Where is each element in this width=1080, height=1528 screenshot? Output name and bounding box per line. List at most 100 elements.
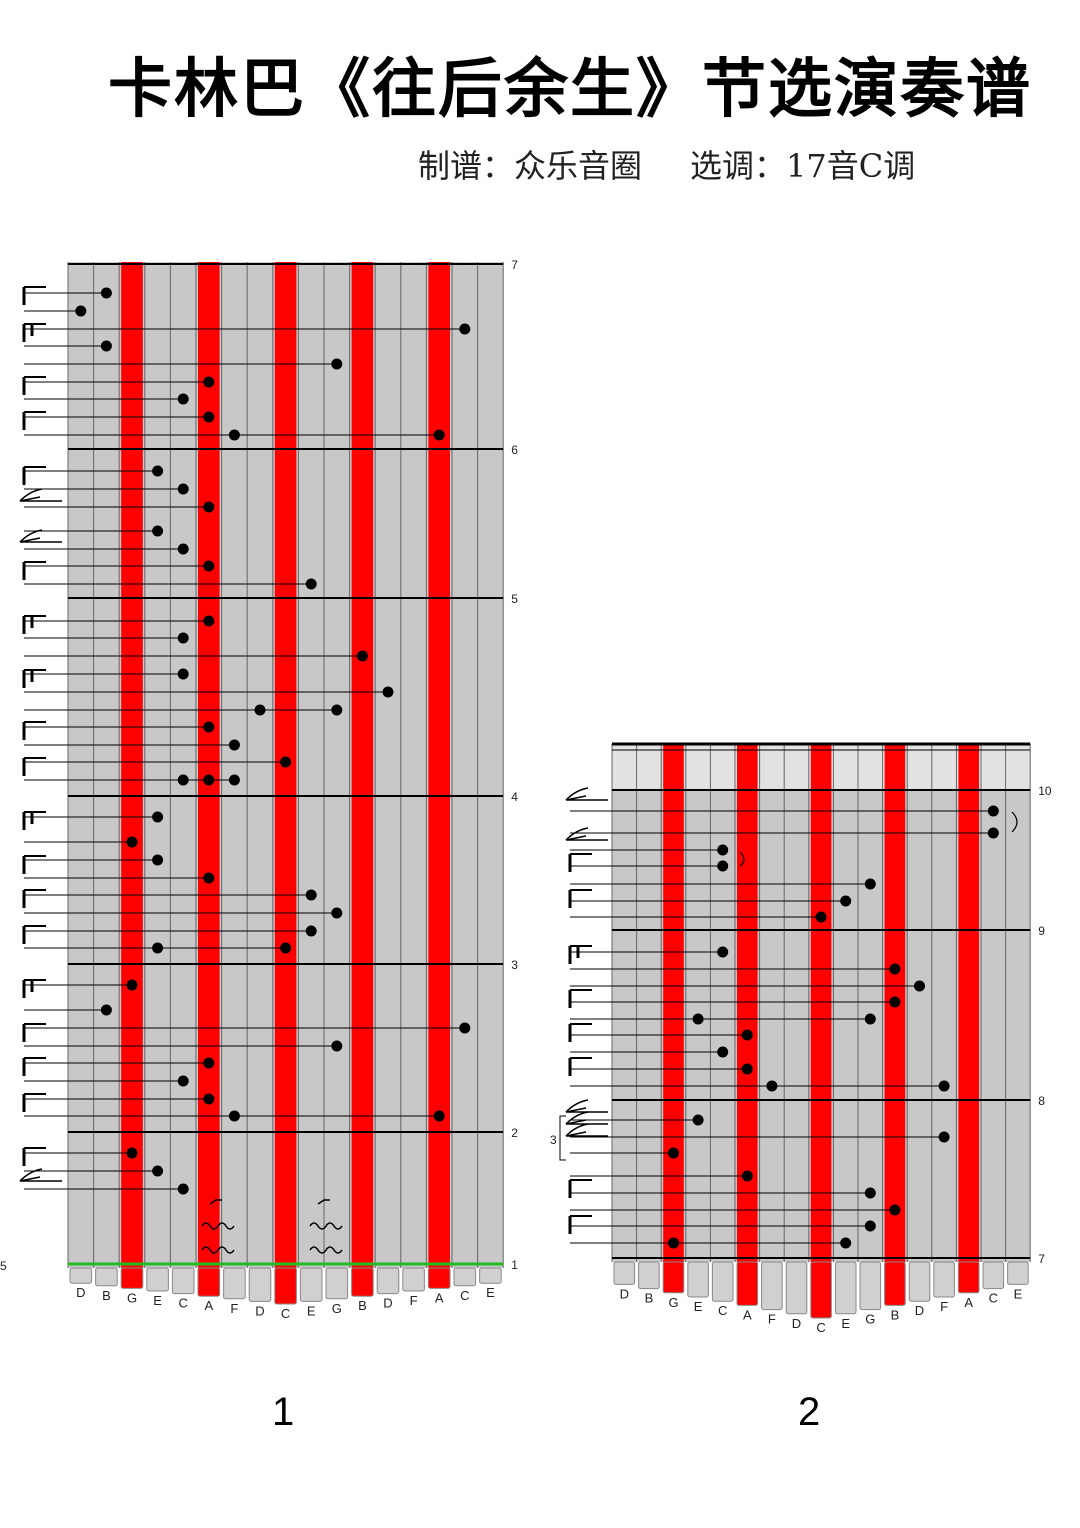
key-label: D [620,1286,629,1301]
note-dot [864,1013,876,1025]
note-dot [126,1147,138,1159]
key-label: E [841,1316,850,1331]
triplet-bracket [559,1115,566,1161]
key-label: E [694,1299,703,1314]
tine-red [810,744,832,1314]
note-dot [152,854,164,866]
measure-number: 5 [511,592,518,606]
note-dot [203,615,215,627]
note-dot [717,946,729,958]
key-label: E [1014,1286,1023,1301]
key-label: F [940,1299,948,1314]
tie-mark [739,851,745,867]
grace-flag [565,787,589,801]
note-dot [938,1131,950,1143]
grace-stem [565,835,608,841]
measure-number: 10 [1038,784,1052,798]
note-dot [864,1220,876,1232]
tine-tip [453,1267,477,1287]
note-dot [152,811,164,823]
note-dot [889,996,901,1008]
note-dot [177,668,189,680]
note-dot [177,543,189,555]
note-dot [331,1040,343,1052]
note-dot [717,844,729,856]
note-dot [331,358,343,370]
tine-tip [146,1267,169,1292]
note-dot [126,836,138,848]
note-dot [692,1114,704,1126]
grace-stem [19,496,62,502]
grace-stem [19,1176,62,1182]
note-dot [152,465,164,477]
tine-tip [223,1267,246,1300]
measure-number: 3 [511,958,518,972]
tine-tip [810,1261,832,1319]
key-label: A [964,1295,973,1310]
key-label: D [383,1296,392,1311]
key-label: G [127,1290,137,1305]
key-label: A [204,1298,213,1313]
note-dot [815,911,827,923]
key-label: B [102,1288,111,1303]
tine-tip [982,1261,1005,1290]
tine-tip [687,1261,709,1298]
tine-tip [761,1261,783,1311]
note-dot [152,525,164,537]
note-dot [840,1237,852,1249]
measure-number: 7 [1038,1252,1045,1266]
note-dot [741,1029,753,1041]
tine-tip [479,1267,502,1284]
key-label: G [865,1312,875,1327]
note-dot [741,1170,753,1182]
tine-tip [299,1267,323,1302]
tine-tip [834,1261,857,1315]
note-dot [692,1013,704,1025]
note-dot [459,1022,471,1034]
tine-tip [736,1261,759,1306]
key-label: B [358,1298,367,1313]
key-label: C [460,1288,469,1303]
note-dot [864,878,876,890]
grace-flag [565,1123,589,1137]
note-dot [203,560,215,572]
note-dot [100,1004,112,1016]
note-dot [228,774,240,786]
tine-red [351,262,374,1293]
tine-red [663,744,684,1289]
tine-tip [662,1261,685,1294]
tine-tip [1007,1261,1029,1285]
tremolo-wave [309,1222,343,1230]
key-label: C [281,1306,290,1321]
note-dot [203,872,215,884]
key-label: B [891,1307,900,1322]
note-dot [203,1093,215,1105]
note-dot [889,963,901,975]
grace-flag [565,1111,589,1125]
tine-tip [613,1261,636,1285]
key-label: E [153,1293,162,1308]
tremolo-mark [317,1199,330,1205]
note-dot [889,1204,901,1216]
tine-tip [638,1261,660,1290]
tine-red [737,744,758,1302]
key-label: F [230,1301,238,1316]
grace-stem [565,1107,608,1113]
note-dot [356,650,368,662]
grace-flag [565,827,589,841]
note-dot [280,942,292,954]
key-label: C [989,1291,998,1306]
note-dot [305,889,317,901]
note-dot [177,393,189,405]
note-dot [75,305,87,317]
tine-tip [325,1267,349,1300]
tine-tip [197,1267,221,1297]
key-label: B [645,1291,654,1306]
key-credit: 选调：17音C调 [690,147,916,185]
tine-red [884,744,906,1302]
measure-number: 6 [511,443,518,457]
tine-tip [402,1267,425,1292]
tine-tip [933,1261,955,1298]
measure-number: 9 [1038,924,1045,938]
